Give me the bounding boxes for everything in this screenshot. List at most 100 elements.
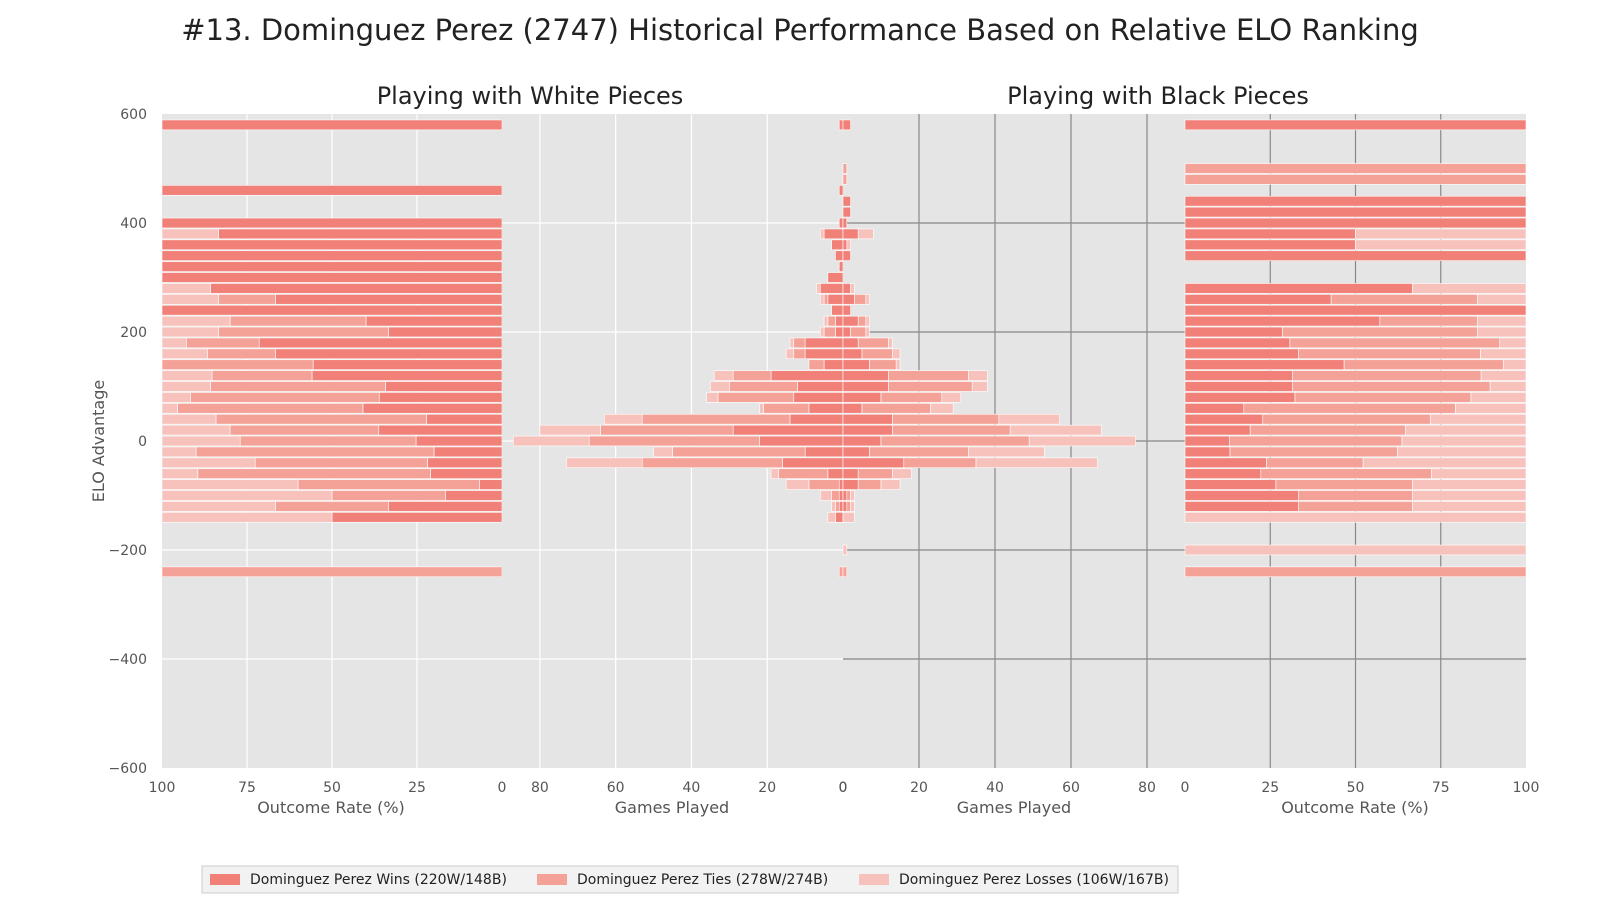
white-count-wins-bar: [827, 468, 844, 479]
white-rate-losses-bar: [161, 294, 219, 305]
black-rate-wins-bar: [1184, 392, 1296, 403]
black-rate-wins-bar: [1184, 359, 1345, 370]
black-rate-wins-bar: [1184, 250, 1527, 261]
white-count-ties-bar: [641, 413, 791, 425]
black-rate-losses-bar: [1476, 326, 1527, 338]
white-rate-losses-bar: [161, 490, 333, 501]
black-count-ties-bar: [857, 479, 882, 490]
white-count-wins-bar: [827, 272, 844, 283]
white-rate-losses-bar: [161, 468, 199, 479]
white-count-ties-bar: [838, 566, 844, 578]
white-count-wins-bar: [732, 424, 844, 436]
black-count-losses-bar: [880, 479, 901, 490]
white-rate-wins-bar: [378, 424, 503, 436]
white-rate-losses-bar: [161, 228, 219, 240]
white-count-tick-label: 80: [531, 780, 549, 796]
black-count-losses-bar: [892, 348, 901, 360]
black-games-played-panel: [842, 114, 1185, 768]
black-outcome-rate-panel: [1184, 114, 1527, 768]
black-rate-ties-bar: [1260, 468, 1432, 479]
black-panel-title: Playing with Black Pieces: [1007, 82, 1309, 110]
white-count-ties-bar: [672, 446, 806, 458]
white-rate-losses-bar: [161, 381, 211, 392]
white-rate-losses-bar: [161, 370, 213, 381]
black-rate-losses-bar: [1397, 446, 1527, 458]
black-count-losses-bar: [857, 228, 874, 240]
black-rate-ties-bar: [1262, 413, 1431, 425]
white-count-losses-bar: [785, 348, 795, 360]
white-count-ties-bar: [778, 468, 829, 479]
y-tick-label: 600: [120, 107, 147, 123]
black-rate-wins-bar: [1184, 370, 1293, 381]
white-count-tick-label: 40: [683, 780, 701, 796]
white-rate-tick-label: 0: [498, 780, 507, 796]
black-count-wins-bar: [842, 337, 859, 349]
white-rate-ties-bar: [161, 359, 314, 370]
black-rate-ties-bar: [1249, 424, 1406, 436]
black-count-wins-bar: [842, 195, 851, 207]
white-rate-ties-bar: [254, 457, 428, 469]
black-rate-wins-bar: [1184, 413, 1264, 425]
white-count-ties-bar: [823, 326, 836, 338]
white-rate-wins-bar: [388, 326, 503, 338]
black-count-losses-bar: [998, 413, 1060, 425]
white-rate-wins-bar: [479, 479, 503, 490]
black-rate-wins-bar: [1184, 446, 1231, 458]
white-rate-ties-bar: [239, 435, 417, 447]
white-rate-wins-bar: [331, 512, 503, 523]
white-count-losses-bar: [785, 479, 810, 490]
black-count-ties-bar: [892, 424, 1011, 436]
black-count-losses-bar: [968, 370, 988, 381]
white-count-wins-bar: [793, 392, 844, 403]
white-rate-wins-bar: [161, 119, 503, 131]
white-panel-title: Playing with White Pieces: [377, 82, 684, 110]
black-count-losses-bar: [846, 239, 851, 251]
black-count-ties-bar: [880, 435, 1030, 447]
black-count-ties-bar: [842, 566, 848, 578]
black-rate-ties-bar: [1292, 381, 1491, 392]
black-rate-ties-bar: [1343, 359, 1504, 370]
black-rate-wins-bar: [1184, 206, 1527, 218]
black-count-wins-bar: [842, 479, 859, 490]
black-count-losses-bar: [850, 490, 855, 501]
white-rate-losses-bar: [161, 348, 208, 360]
white-rate-wins-bar: [415, 435, 503, 447]
black-rate-losses-bar: [1455, 403, 1527, 414]
white-count-losses-bar: [823, 315, 829, 327]
white-rate-ties-bar: [210, 381, 386, 392]
black-rate-ties-bar: [1243, 403, 1456, 414]
y-tick-label: −200: [109, 543, 147, 559]
white-rate-wins-bar: [210, 283, 503, 294]
black-rate-losses-bar: [1429, 413, 1527, 425]
black-count-ties-bar: [903, 457, 977, 469]
black-rate-losses-bar: [1470, 392, 1527, 403]
white-count-wins-bar: [823, 359, 844, 370]
black-count-ties-bar: [857, 468, 893, 479]
black-rate-wins-bar: [1184, 326, 1283, 338]
black-count-wins-bar: [842, 283, 851, 294]
white-rate-wins-bar: [385, 381, 503, 392]
black-rate-wins-bar: [1184, 501, 1299, 512]
black-count-ties-bar: [842, 174, 848, 185]
black-rate-losses-bar: [1362, 457, 1527, 469]
white-count-ties-bar: [729, 381, 798, 392]
black-count-losses-bar: [865, 315, 870, 327]
legend-swatch-ties: [537, 874, 567, 885]
white-rate-ties-bar: [195, 446, 435, 458]
white-count-ties-bar: [831, 490, 840, 501]
black-rate-wins-bar: [1184, 283, 1413, 294]
white-count-wins-bar: [808, 403, 844, 414]
white-rate-ties-bar: [197, 468, 431, 479]
black-count-ties-bar: [846, 490, 851, 501]
black-count-wins-bar: [842, 392, 882, 403]
white-count-wins-bar: [835, 250, 844, 261]
white-rate-ties-bar: [185, 337, 260, 349]
legend-label-ties: Dominguez Perez Ties (278W/274B): [577, 872, 828, 888]
black-rate-wins-bar: [1184, 315, 1381, 327]
white-rate-wins-bar: [426, 413, 503, 425]
white-count-losses-bar: [831, 501, 836, 512]
white-rate-ties-bar: [177, 403, 364, 414]
white-count-losses-bar: [827, 512, 836, 523]
black-count-losses-bar: [865, 326, 870, 338]
black-rate-wins-bar: [1184, 435, 1230, 447]
